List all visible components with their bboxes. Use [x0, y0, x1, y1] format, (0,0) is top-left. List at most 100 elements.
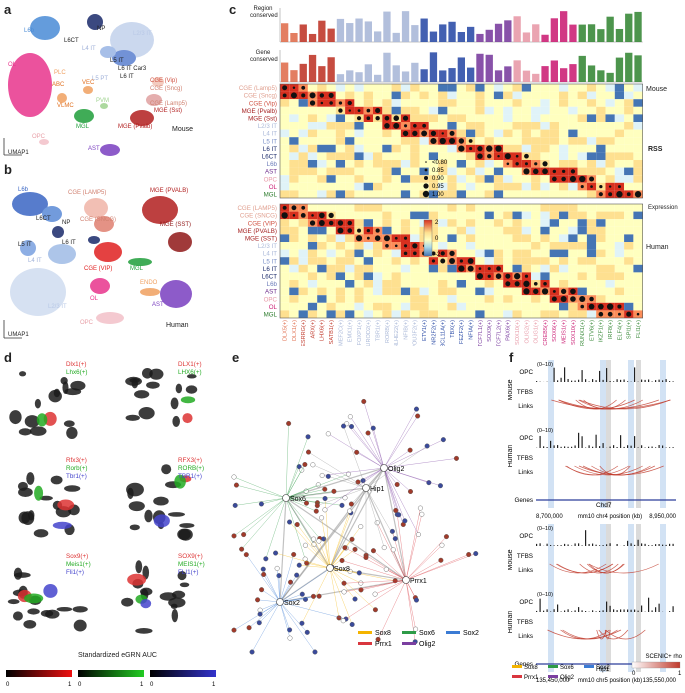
heatmap-cell [606, 272, 615, 280]
heatmap-cell [596, 84, 605, 92]
track-range: (0–10) [537, 592, 553, 598]
heatmap-cell [568, 190, 577, 198]
panel-c-heatmap: Region conserved Gene conserved CGE (Lam… [228, 0, 685, 346]
coverage-peak [575, 445, 576, 448]
rss-dot [321, 102, 324, 105]
heatmap-cell [429, 114, 438, 122]
heatmap-cell [550, 227, 559, 235]
heatmap-cell [466, 175, 475, 183]
heatmap-cell [624, 175, 633, 183]
label-human-ol: OL [90, 296, 98, 302]
heatmap-cell [457, 212, 466, 220]
region-bar [467, 27, 474, 42]
region-bar [532, 24, 539, 42]
coverage-peak [631, 446, 632, 448]
heatmap-cell [475, 234, 484, 242]
rss-dot [542, 161, 547, 166]
heatmap-cell [336, 122, 345, 130]
region-bar [634, 12, 641, 42]
heatmap-cell [615, 92, 624, 100]
umap-blob [66, 427, 77, 439]
heatmap-cell [410, 265, 419, 273]
gene-bar [634, 55, 641, 82]
coverage-peak [673, 606, 674, 612]
heatmap-cell [280, 257, 289, 265]
heatmap-cell [559, 183, 568, 191]
heatmap-cell [475, 204, 484, 212]
heatmap-cell [392, 190, 401, 198]
rss-dot [525, 162, 528, 165]
track-name: Links [518, 469, 533, 476]
heatmap-cell [606, 250, 615, 258]
heatmap-cell [429, 303, 438, 311]
region-bar [616, 29, 623, 42]
heatmap-cell [317, 295, 326, 303]
heatmap-row-label: CGE (VIP) [248, 220, 277, 227]
gene-bar [309, 55, 316, 82]
heatmap-column-label: RUNX1(+) [580, 320, 586, 346]
heatmap-cell [568, 99, 577, 107]
rss-dot [291, 92, 297, 98]
heatmap-cell [299, 234, 308, 242]
heatmap-cell [373, 84, 382, 92]
network-node [350, 622, 355, 627]
coverage-peak [662, 380, 663, 382]
heatmap-cell [503, 183, 512, 191]
rss-dot [552, 177, 557, 182]
heatmap-cell [587, 160, 596, 168]
label-vec: VEC [82, 80, 94, 86]
gene-bar [383, 53, 390, 82]
heatmap-cell [624, 122, 633, 130]
heatmap-cell [429, 145, 438, 153]
rss-dot [329, 213, 334, 218]
network-node [349, 424, 354, 429]
heatmap-cell [466, 234, 475, 242]
heatmap-cell [364, 168, 373, 176]
heatmap-cell [289, 257, 298, 265]
heatmap-cell [559, 145, 568, 153]
heatmap-cell [513, 99, 522, 107]
heatmap-cell [280, 99, 289, 107]
heatmap-cell [429, 152, 438, 160]
heatmap-cell [373, 92, 382, 100]
coverage-peak [575, 543, 576, 546]
network-edge [406, 554, 476, 580]
heatmap-cell [336, 145, 345, 153]
heatmap-cell [606, 122, 615, 130]
rss-dot [468, 258, 474, 264]
heatmap-cell [420, 303, 429, 311]
heatmap-cell [364, 272, 373, 280]
heatmap-cell [531, 130, 540, 138]
coverage-peak [599, 545, 600, 546]
heatmap-cell [429, 99, 438, 107]
heatmap-cell [345, 257, 354, 265]
heatmap-cell [317, 175, 326, 183]
heatmap-cell [522, 145, 531, 153]
heatmap-cell [410, 272, 419, 280]
heatmap-cell [568, 242, 577, 250]
heatmap-cell [503, 212, 512, 220]
heatmap-cell [392, 107, 401, 115]
rss-dot [533, 169, 538, 174]
heatmap-cell [373, 204, 382, 212]
legend-swatch [548, 665, 558, 668]
heatmap-cell [429, 212, 438, 220]
coverage-peak [571, 447, 572, 448]
heatmap-cell [280, 145, 289, 153]
network-node [326, 474, 331, 479]
coverage-peak [673, 544, 674, 546]
network-node [396, 513, 401, 518]
heatmap-cell [522, 107, 531, 115]
heatmap-cell [280, 219, 289, 227]
heatmap-cell [447, 175, 456, 183]
umap-highlight-blob [182, 413, 192, 423]
heatmap-cell [633, 212, 642, 220]
network-node [264, 557, 269, 562]
heatmap-cell [336, 265, 345, 273]
heatmap-cell [531, 84, 540, 92]
heatmap-cell [447, 122, 456, 130]
heatmap-row-label: OL [269, 184, 278, 191]
region-bar [290, 33, 297, 42]
heatmap-cell [447, 310, 456, 318]
heatmap-cell [364, 99, 373, 107]
